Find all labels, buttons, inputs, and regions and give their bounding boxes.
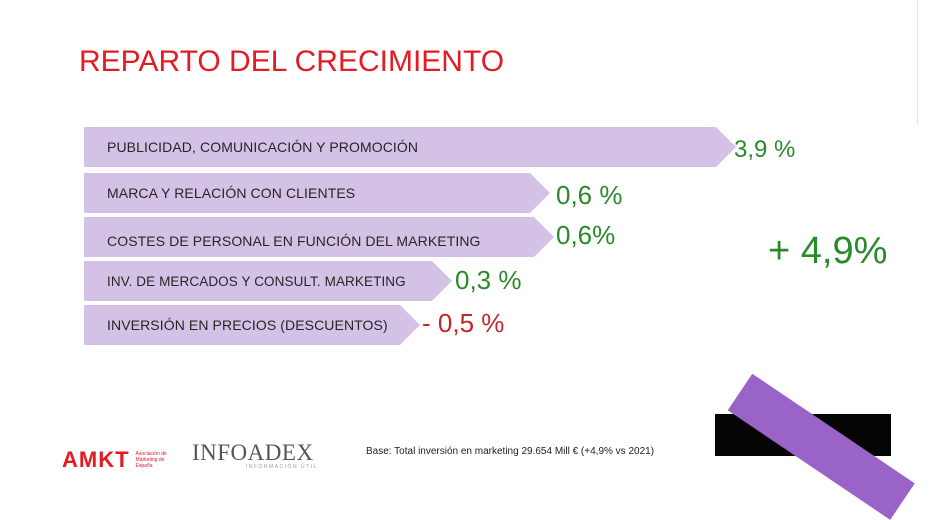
amkt-logo: AMKT Asociación de Marketing de España (62, 447, 170, 473)
growth-arrow-investigacion: INV. DE MERCADOS Y CONSULT. MARKETING (84, 261, 452, 301)
infoadex-logo: INFOADEX INFORMACIÓN ÚTIL (192, 440, 318, 470)
divider (917, 0, 918, 125)
growth-value-investigacion: 0,3 % (455, 265, 522, 295)
growth-value-costes: 0,6% (556, 220, 616, 250)
growth-arrow-publicidad: PUBLICIDAD, COMUNICACIÓN Y PROMOCIÓN (84, 127, 736, 167)
infoadex-logo-sub: INFORMACIÓN ÚTIL (246, 464, 318, 470)
growth-value-precios: - 0,5 % (422, 308, 505, 338)
arrow-label: INV. DE MERCADOS Y CONSULT. MARKETING (107, 273, 406, 289)
arrow-label: COSTES DE PERSONAL EN FUNCIÓN DEL MARKET… (107, 233, 481, 249)
amkt-logo-sub: Asociación de Marketing de España (135, 451, 167, 469)
arrow-label: MARCA Y RELACIÓN CON CLIENTES (107, 185, 356, 201)
growth-arrow-marca: MARCA Y RELACIÓN CON CLIENTES (84, 173, 550, 213)
total-growth: + 4,9% (768, 230, 888, 272)
base-note: Base: Total inversión en marketing 29.65… (366, 446, 655, 457)
growth-value-publicidad: 3,9 % (734, 136, 796, 163)
amkt-logo-mark: AMKT (62, 447, 130, 472)
growth-arrow-precios: INVERSIÓN EN PRECIOS (DESCUENTOS) (84, 305, 420, 345)
growth-arrow-costes: COSTES DE PERSONAL EN FUNCIÓN DEL MARKET… (84, 217, 554, 257)
infoadex-logo-mark: INFOADEX (192, 440, 314, 465)
arrow-label: INVERSIÓN EN PRECIOS (DESCUENTOS) (107, 317, 388, 333)
growth-value-marca: 0,6 % (556, 180, 623, 210)
slide-title: REPARTO DEL CRECIMIENTO (79, 45, 505, 78)
arrow-label: PUBLICIDAD, COMUNICACIÓN Y PROMOCIÓN (107, 139, 419, 155)
